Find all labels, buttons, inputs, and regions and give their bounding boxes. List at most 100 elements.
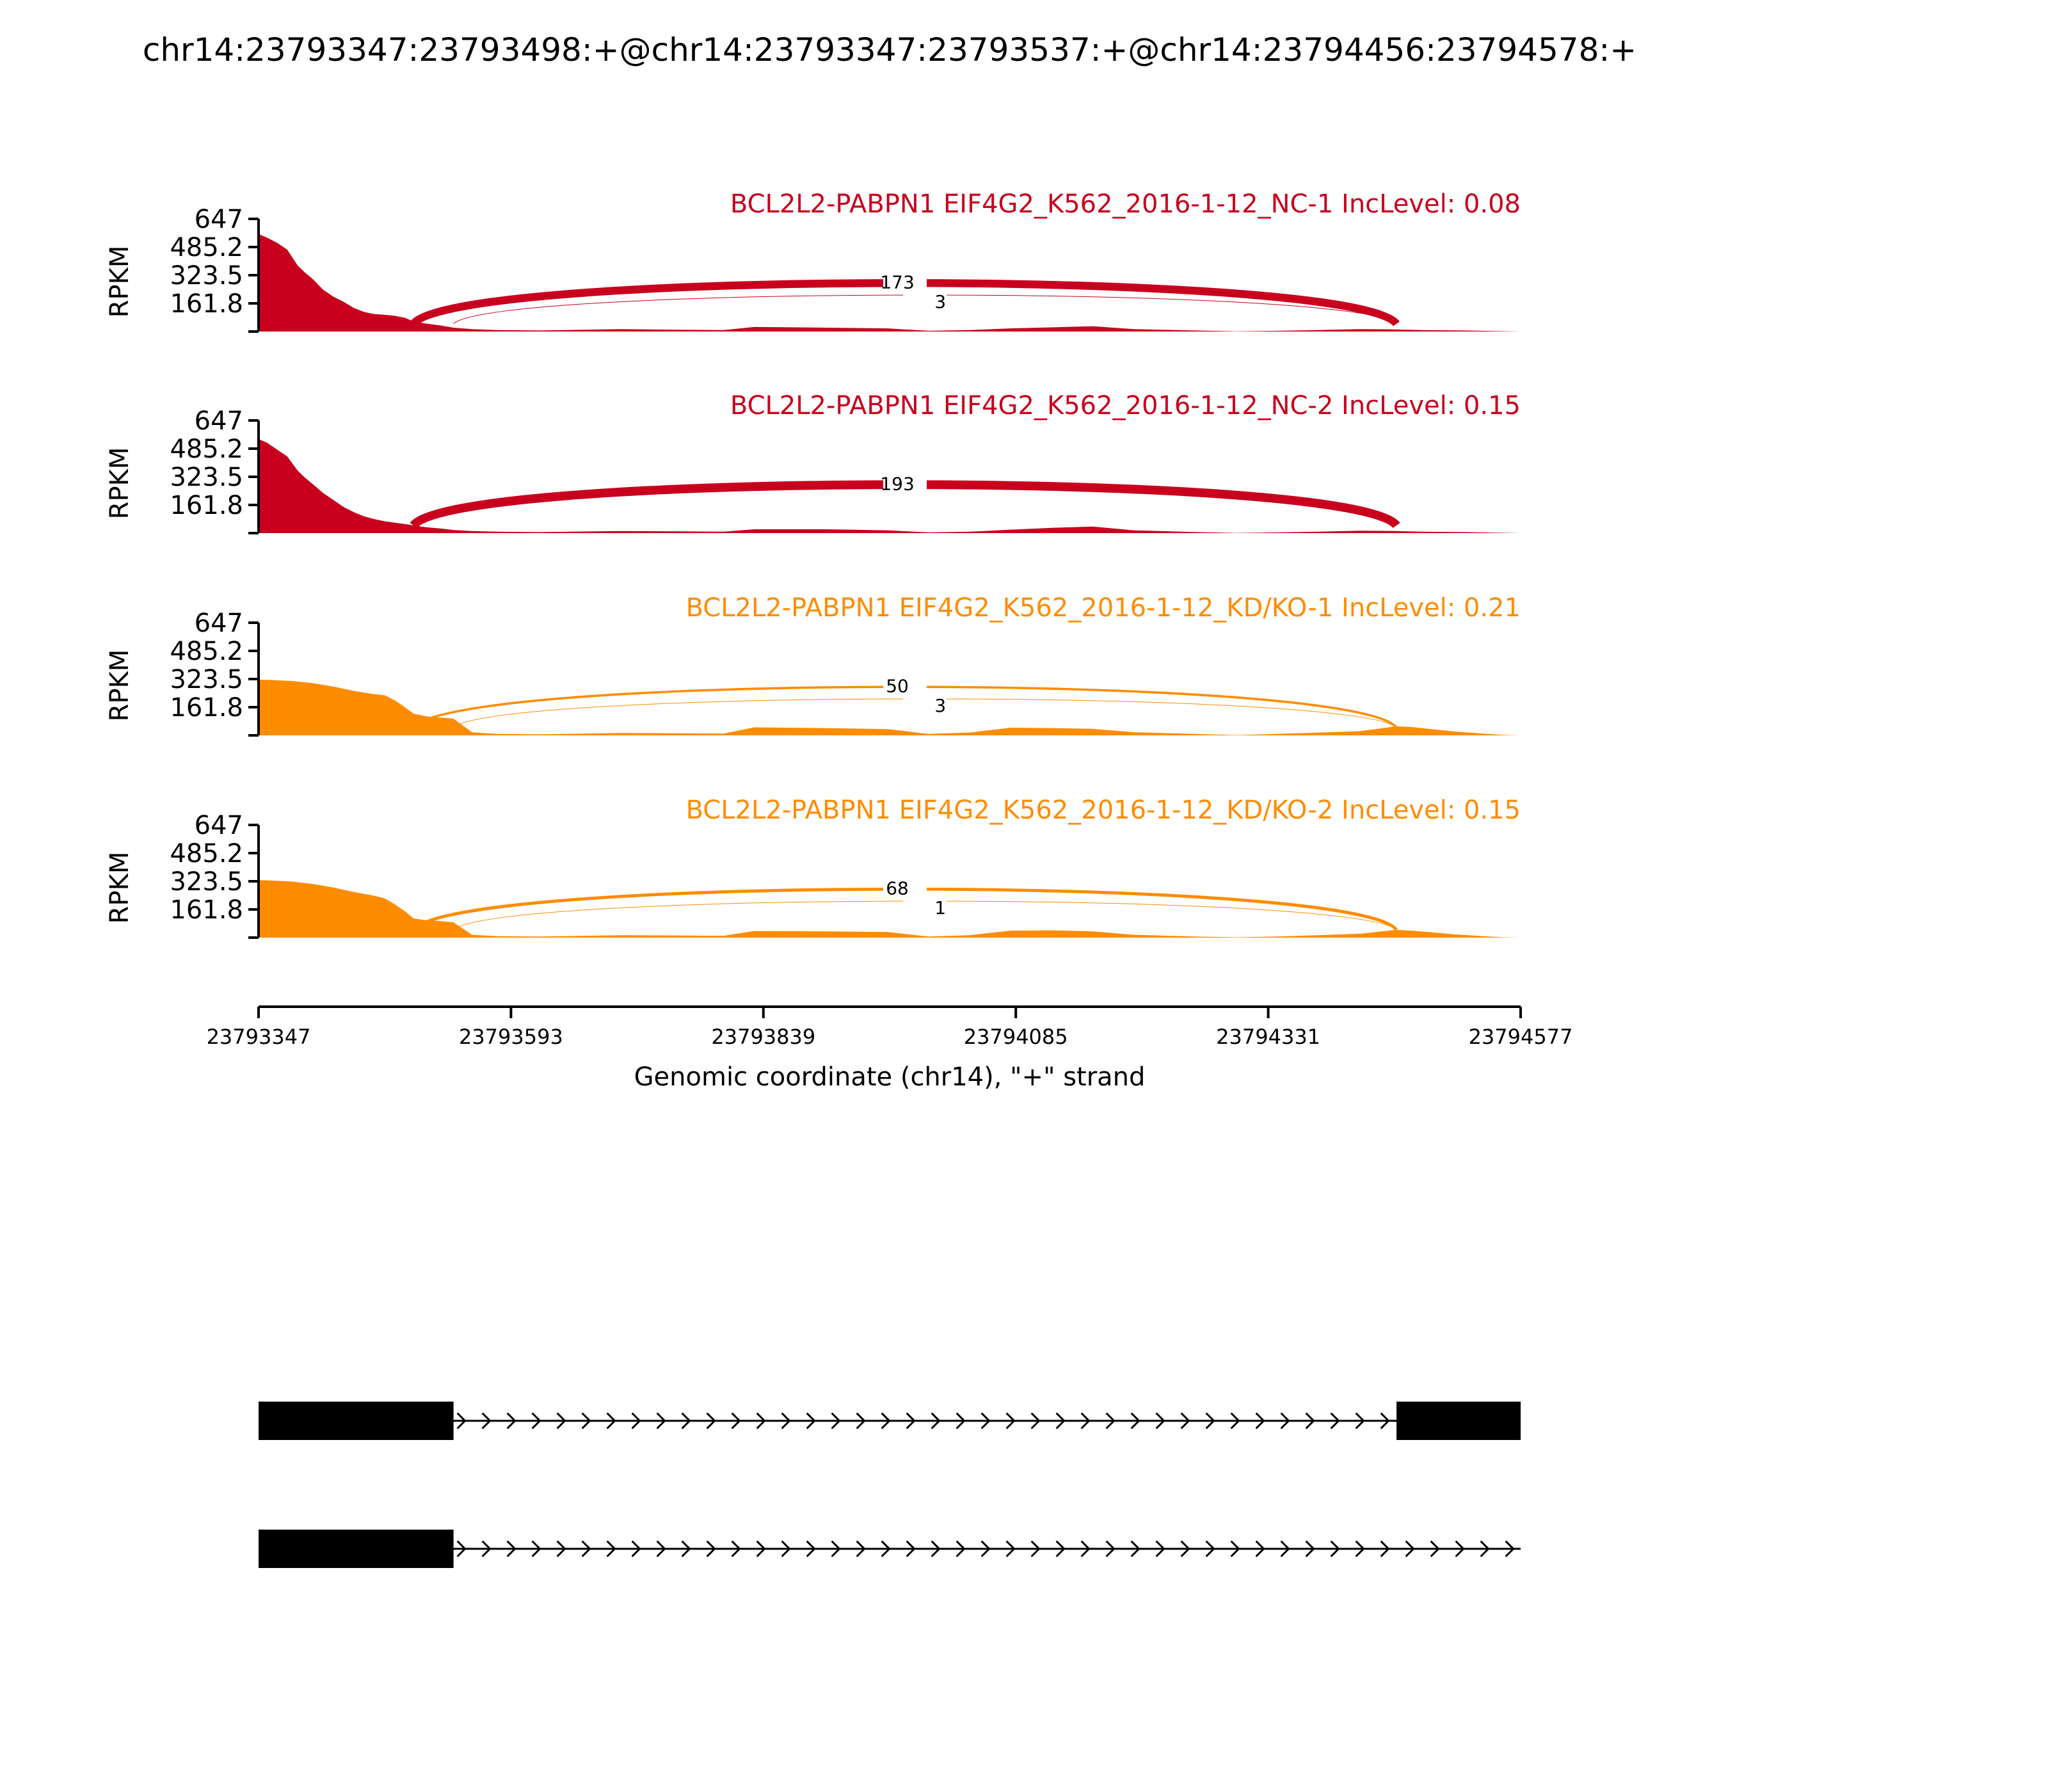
y-tick-label: 485.2	[170, 233, 243, 262]
y-axis-label: RPKM	[105, 447, 134, 520]
junction-label-box	[903, 896, 947, 919]
exon-block	[259, 1402, 454, 1440]
strand-arrow	[881, 1412, 891, 1430]
strand-arrow	[1205, 1412, 1215, 1430]
strand-arrow	[931, 1540, 941, 1558]
strand-arrow	[1405, 1540, 1415, 1558]
y-tick-label: 161.8	[170, 693, 243, 723]
strand-arrow	[1430, 1540, 1440, 1558]
y-tick-label: 485.2	[170, 435, 243, 464]
junction-label-box	[883, 270, 927, 294]
exon-block	[259, 1530, 454, 1568]
strand-arrow	[1355, 1540, 1365, 1558]
transcript	[259, 1402, 1521, 1440]
strand-arrow	[1130, 1540, 1140, 1558]
strand-arrow	[1255, 1412, 1265, 1430]
strand-arrow	[1380, 1540, 1390, 1558]
strand-arrow	[631, 1540, 641, 1558]
coverage-area	[259, 439, 1521, 533]
exon-block	[1396, 1402, 1521, 1440]
strand-arrow	[606, 1540, 616, 1558]
strand-arrow	[1230, 1540, 1240, 1558]
y-tick-label: 485.2	[170, 839, 243, 868]
strand-arrow	[531, 1540, 541, 1558]
strand-arrow	[856, 1540, 866, 1558]
strand-arrow	[906, 1540, 916, 1558]
strand-arrow	[1505, 1540, 1515, 1558]
y-tick-label: 323.5	[170, 261, 243, 291]
strand-arrow	[481, 1540, 492, 1558]
strand-arrow	[556, 1412, 566, 1430]
strand-arrow	[906, 1412, 916, 1430]
x-axis-title: Genomic coordinate (chr14), "+" strand	[634, 1062, 1146, 1092]
x-tick-label: 23794331	[1216, 1025, 1320, 1049]
junction-label: 3	[934, 695, 946, 716]
strand-arrow	[1180, 1412, 1190, 1430]
junction-label-box	[903, 694, 947, 717]
strand-arrow	[1080, 1412, 1091, 1430]
strand-arrow	[681, 1540, 691, 1558]
strand-arrow	[956, 1412, 966, 1430]
strand-arrow	[556, 1540, 566, 1558]
x-tick-label: 23794577	[1469, 1025, 1573, 1049]
strand-arrow	[1030, 1412, 1041, 1430]
strand-arrow	[456, 1412, 467, 1430]
strand-arrow	[756, 1540, 766, 1558]
strand-arrow	[756, 1412, 766, 1430]
strand-arrow	[806, 1540, 816, 1558]
strand-arrow	[606, 1412, 616, 1430]
strand-arrow	[1305, 1540, 1315, 1558]
x-tick-label: 23793593	[459, 1025, 563, 1049]
strand-arrow	[1230, 1412, 1240, 1430]
strand-arrow	[831, 1412, 841, 1430]
junction-label: 173	[880, 271, 914, 292]
coverage-area	[259, 234, 1521, 332]
strand-arrow	[631, 1412, 641, 1430]
strand-arrow	[581, 1540, 591, 1558]
strand-arrow	[481, 1412, 492, 1430]
y-axis-label: RPKM	[105, 650, 134, 722]
y-tick-label: 161.8	[170, 895, 243, 925]
strand-arrow	[1055, 1412, 1066, 1430]
strand-arrow	[1280, 1540, 1290, 1558]
junction-label-box	[903, 290, 947, 313]
strand-arrow	[731, 1540, 741, 1558]
x-tick-label: 23793839	[711, 1025, 815, 1049]
strand-arrow	[1280, 1412, 1290, 1430]
y-tick-label: 323.5	[170, 463, 243, 492]
chart-title: chr14:23793347:23793498:+@chr14:23793347…	[143, 31, 1636, 68]
strand-arrow	[506, 1412, 516, 1430]
y-tick-label: 647	[195, 406, 243, 436]
strand-arrow	[1380, 1412, 1390, 1430]
strand-arrow	[1130, 1412, 1140, 1430]
strand-arrow	[1480, 1540, 1490, 1558]
y-tick-label: 647	[195, 609, 243, 638]
strand-arrow	[656, 1412, 666, 1430]
strand-arrow	[531, 1412, 541, 1430]
junction-label-box	[883, 674, 927, 698]
strand-arrow	[706, 1412, 716, 1430]
strand-arrow	[1105, 1412, 1116, 1430]
strand-arrow	[1155, 1540, 1165, 1558]
x-tick-label: 23793347	[207, 1025, 311, 1049]
x-tick-label: 23794085	[964, 1025, 1068, 1049]
strand-arrow	[1305, 1412, 1315, 1430]
strand-arrow	[1055, 1540, 1066, 1558]
junction-label: 68	[886, 877, 909, 899]
y-tick-label: 161.8	[170, 289, 243, 319]
y-tick-label: 323.5	[170, 665, 243, 694]
strand-arrow	[506, 1540, 516, 1558]
coverage-area	[259, 880, 1521, 938]
gene-models	[259, 1402, 1521, 1568]
y-axis-label: RPKM	[105, 246, 134, 318]
coverage-area	[259, 680, 1521, 735]
junction-label: 50	[886, 675, 909, 696]
strand-arrow	[731, 1412, 741, 1430]
junction-label: 193	[880, 473, 914, 494]
sample-label: BCL2L2-PABPN1 EIF4G2_K562_2016-1-12_NC-1…	[730, 189, 1521, 219]
y-tick-label: 647	[195, 205, 243, 234]
